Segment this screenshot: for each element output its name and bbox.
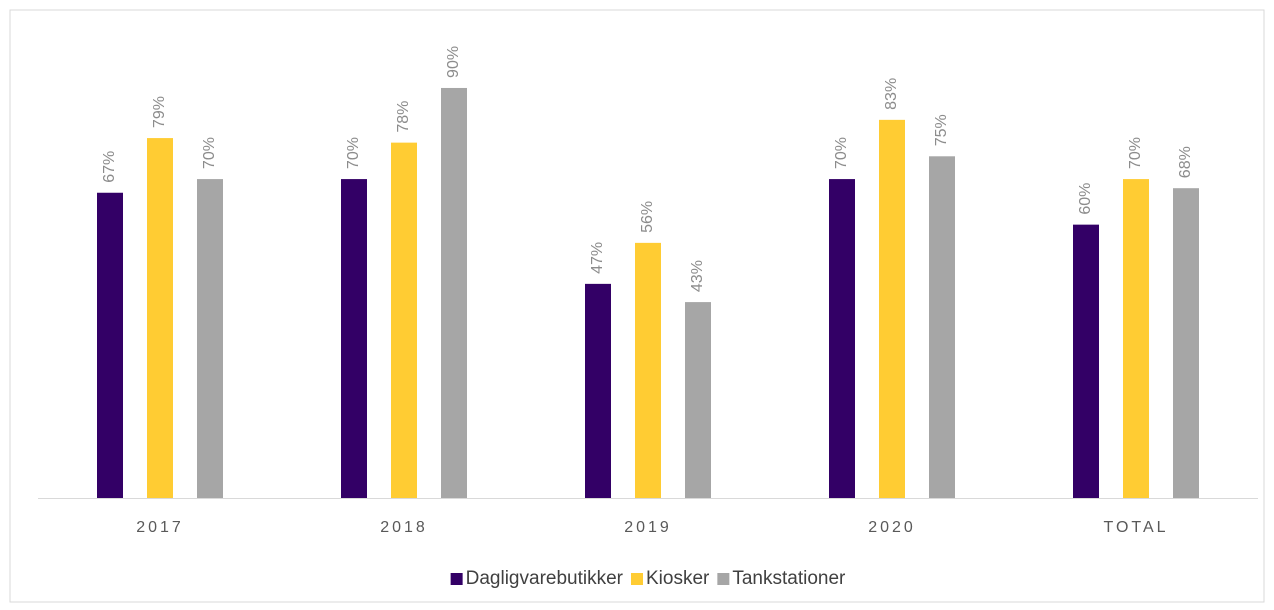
legend-label: Tankstationer	[732, 568, 846, 589]
value-label: 70%	[833, 137, 850, 169]
value-label: 79%	[151, 96, 168, 128]
bar	[1173, 188, 1199, 498]
value-label: 43%	[689, 260, 706, 292]
value-label: 75%	[933, 114, 950, 146]
bar	[879, 119, 905, 499]
bar	[1123, 179, 1149, 498]
bar	[97, 192, 123, 499]
x-tick-label: 2017	[136, 519, 184, 536]
value-label: 56%	[639, 201, 656, 233]
legend-swatch	[630, 573, 643, 585]
bar	[147, 138, 173, 499]
bar	[635, 242, 661, 498]
value-label: 70%	[1127, 137, 1144, 169]
chart-frame	[9, 9, 1265, 603]
bar	[685, 302, 711, 498]
bar	[441, 87, 467, 499]
bar	[585, 283, 611, 498]
legend-swatch	[450, 573, 463, 585]
bar	[341, 179, 367, 498]
value-label: 60%	[1077, 183, 1094, 215]
legend-swatch	[717, 573, 730, 585]
value-label: 78%	[395, 101, 412, 133]
bar	[929, 156, 955, 499]
value-label: 90%	[445, 46, 462, 78]
value-label: 67%	[101, 151, 118, 183]
value-label: 70%	[345, 137, 362, 169]
x-tick-label: 2019	[624, 519, 672, 536]
x-tick-label: TOTAL	[1103, 519, 1168, 536]
bar	[391, 142, 417, 498]
value-label: 70%	[201, 137, 218, 169]
value-label: 47%	[589, 242, 606, 274]
x-tick-label: 2018	[380, 519, 428, 536]
bar	[197, 179, 223, 498]
legend: Dagligvarebutikker Kiosker Tankstationer	[450, 568, 846, 589]
bar	[829, 179, 855, 498]
legend-label: Dagligvarebutikker	[466, 568, 624, 589]
legend-label: Kiosker	[646, 568, 710, 589]
bar	[1073, 224, 1099, 498]
value-label: 83%	[883, 78, 900, 110]
x-tick-label: 2020	[868, 519, 916, 536]
value-label: 68%	[1177, 146, 1194, 178]
